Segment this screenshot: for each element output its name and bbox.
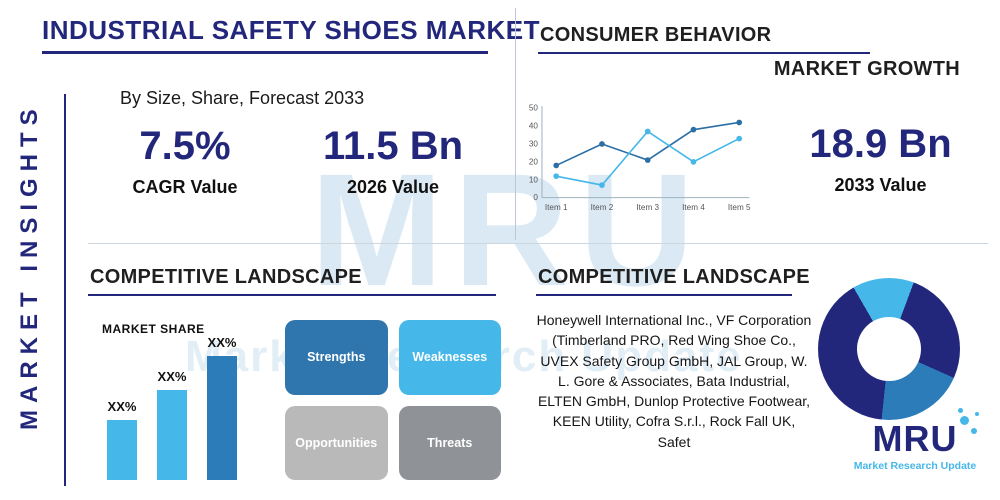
watermark-mru: MRU	[310, 140, 705, 319]
bar-column-3: XX%	[205, 335, 239, 480]
line-chart: 0 10 20 30 40 50 Item 1 Item 2 Item 3 Item 4 Item …	[515, 98, 755, 220]
stat-cagr: 7.5% CAGR Value	[110, 124, 260, 198]
label-2026: 2026 Value	[346, 177, 440, 197]
side-label-market-insights: MARKET INSIGHTS	[16, 102, 43, 430]
swot-grid: Strengths Weaknesses Opportunities Threa…	[285, 320, 501, 480]
svg-text:20: 20	[529, 157, 539, 166]
svg-text:30: 30	[529, 139, 539, 148]
bar-rect-1	[107, 420, 137, 480]
svg-text:50: 50	[529, 104, 539, 113]
competitive-landscape-left-underline	[88, 294, 496, 296]
label-2033: 2033 Value	[834, 175, 927, 195]
heading-market-growth: MARKET GROWTH	[773, 58, 960, 80]
value-2026: 11.5 Bn	[322, 124, 464, 168]
svg-text:0: 0	[533, 193, 538, 202]
bar-rect-3	[207, 355, 237, 480]
logo-splash-dot-icon	[960, 416, 970, 425]
heading-competitive-landscape-left: COMPETITIVE LANDSCAPE	[90, 266, 362, 288]
bar-column-2: XX%	[155, 369, 189, 480]
logo-splash-dot-icon	[958, 408, 964, 413]
swot-weaknesses-tile: Weaknesses	[398, 320, 501, 395]
swot-threats-tile: Threats	[398, 405, 501, 480]
svg-text:Item 2: Item 2	[591, 203, 614, 212]
bar-column-1: XX%	[105, 399, 139, 480]
swot-strengths-tile: Strengths	[285, 320, 388, 395]
line-chart-svg: 0 10 20 30 40 50 Item 1 Item 2 Item 3 Item 4 Item …	[529, 104, 751, 212]
bar-label-1: XX%	[107, 399, 137, 414]
bar-chart: XX% XX% XX%	[105, 330, 275, 480]
consumer-behavior-underline	[538, 52, 870, 54]
logo-splash-dot-icon	[971, 428, 978, 434]
svg-text:Item 4: Item 4	[682, 203, 705, 212]
heading-consumer-behavior: CONSUMER BEHAVIOR	[540, 24, 772, 46]
bar-label-3: XX%	[207, 334, 237, 350]
logo-subtext: Market Research Update	[853, 459, 977, 472]
cagr-value: 7.5%	[139, 124, 231, 168]
middle-horizontal-divider	[88, 243, 988, 244]
donut-chart	[818, 278, 960, 420]
svg-text:Item 5: Item 5	[728, 203, 751, 212]
top-vertical-divider	[515, 8, 516, 240]
stat-2033-value: 18.9 Bn 2033 Value	[788, 122, 973, 196]
svg-text:Item 3: Item 3	[636, 203, 659, 212]
logo-mru-letters: MRU	[872, 418, 958, 459]
subtitle: By Size, Share, Forecast 2033	[120, 88, 365, 108]
donut-hole	[857, 317, 921, 381]
companies-list-text: Honeywell International Inc., VF Corpora…	[536, 312, 812, 450]
cagr-label: CAGR Value	[132, 177, 238, 197]
value-2033: 18.9 Bn	[809, 122, 952, 166]
bar-rect-2	[157, 390, 187, 480]
svg-text:Item 1: Item 1	[545, 203, 568, 212]
stat-2026-value: 11.5 Bn 2026 Value	[298, 124, 488, 198]
page-title: INDUSTRIAL SAFETY SHOES MARKET	[42, 15, 540, 45]
competitive-landscape-right-underline	[536, 294, 792, 296]
svg-text:40: 40	[529, 122, 539, 131]
mru-logo: MRU Market Research Update	[840, 408, 990, 472]
svg-text:10: 10	[529, 175, 539, 184]
title-underline	[42, 51, 488, 54]
logo-splash-dot-icon	[975, 412, 980, 416]
side-vertical-divider	[64, 94, 66, 486]
market-share-label: MARKET SHARE	[102, 322, 205, 336]
logo-text: MRU	[872, 408, 980, 459]
bar-label-2: XX%	[157, 369, 187, 384]
swot-opportunities-tile: Opportunities	[285, 405, 388, 480]
heading-competitive-landscape-right: COMPETITIVE LANDSCAPE	[538, 266, 810, 288]
